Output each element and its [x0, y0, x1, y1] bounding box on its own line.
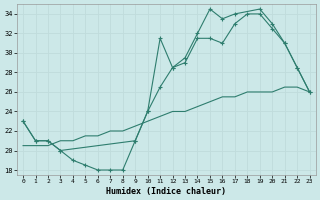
X-axis label: Humidex (Indice chaleur): Humidex (Indice chaleur) — [106, 187, 226, 196]
